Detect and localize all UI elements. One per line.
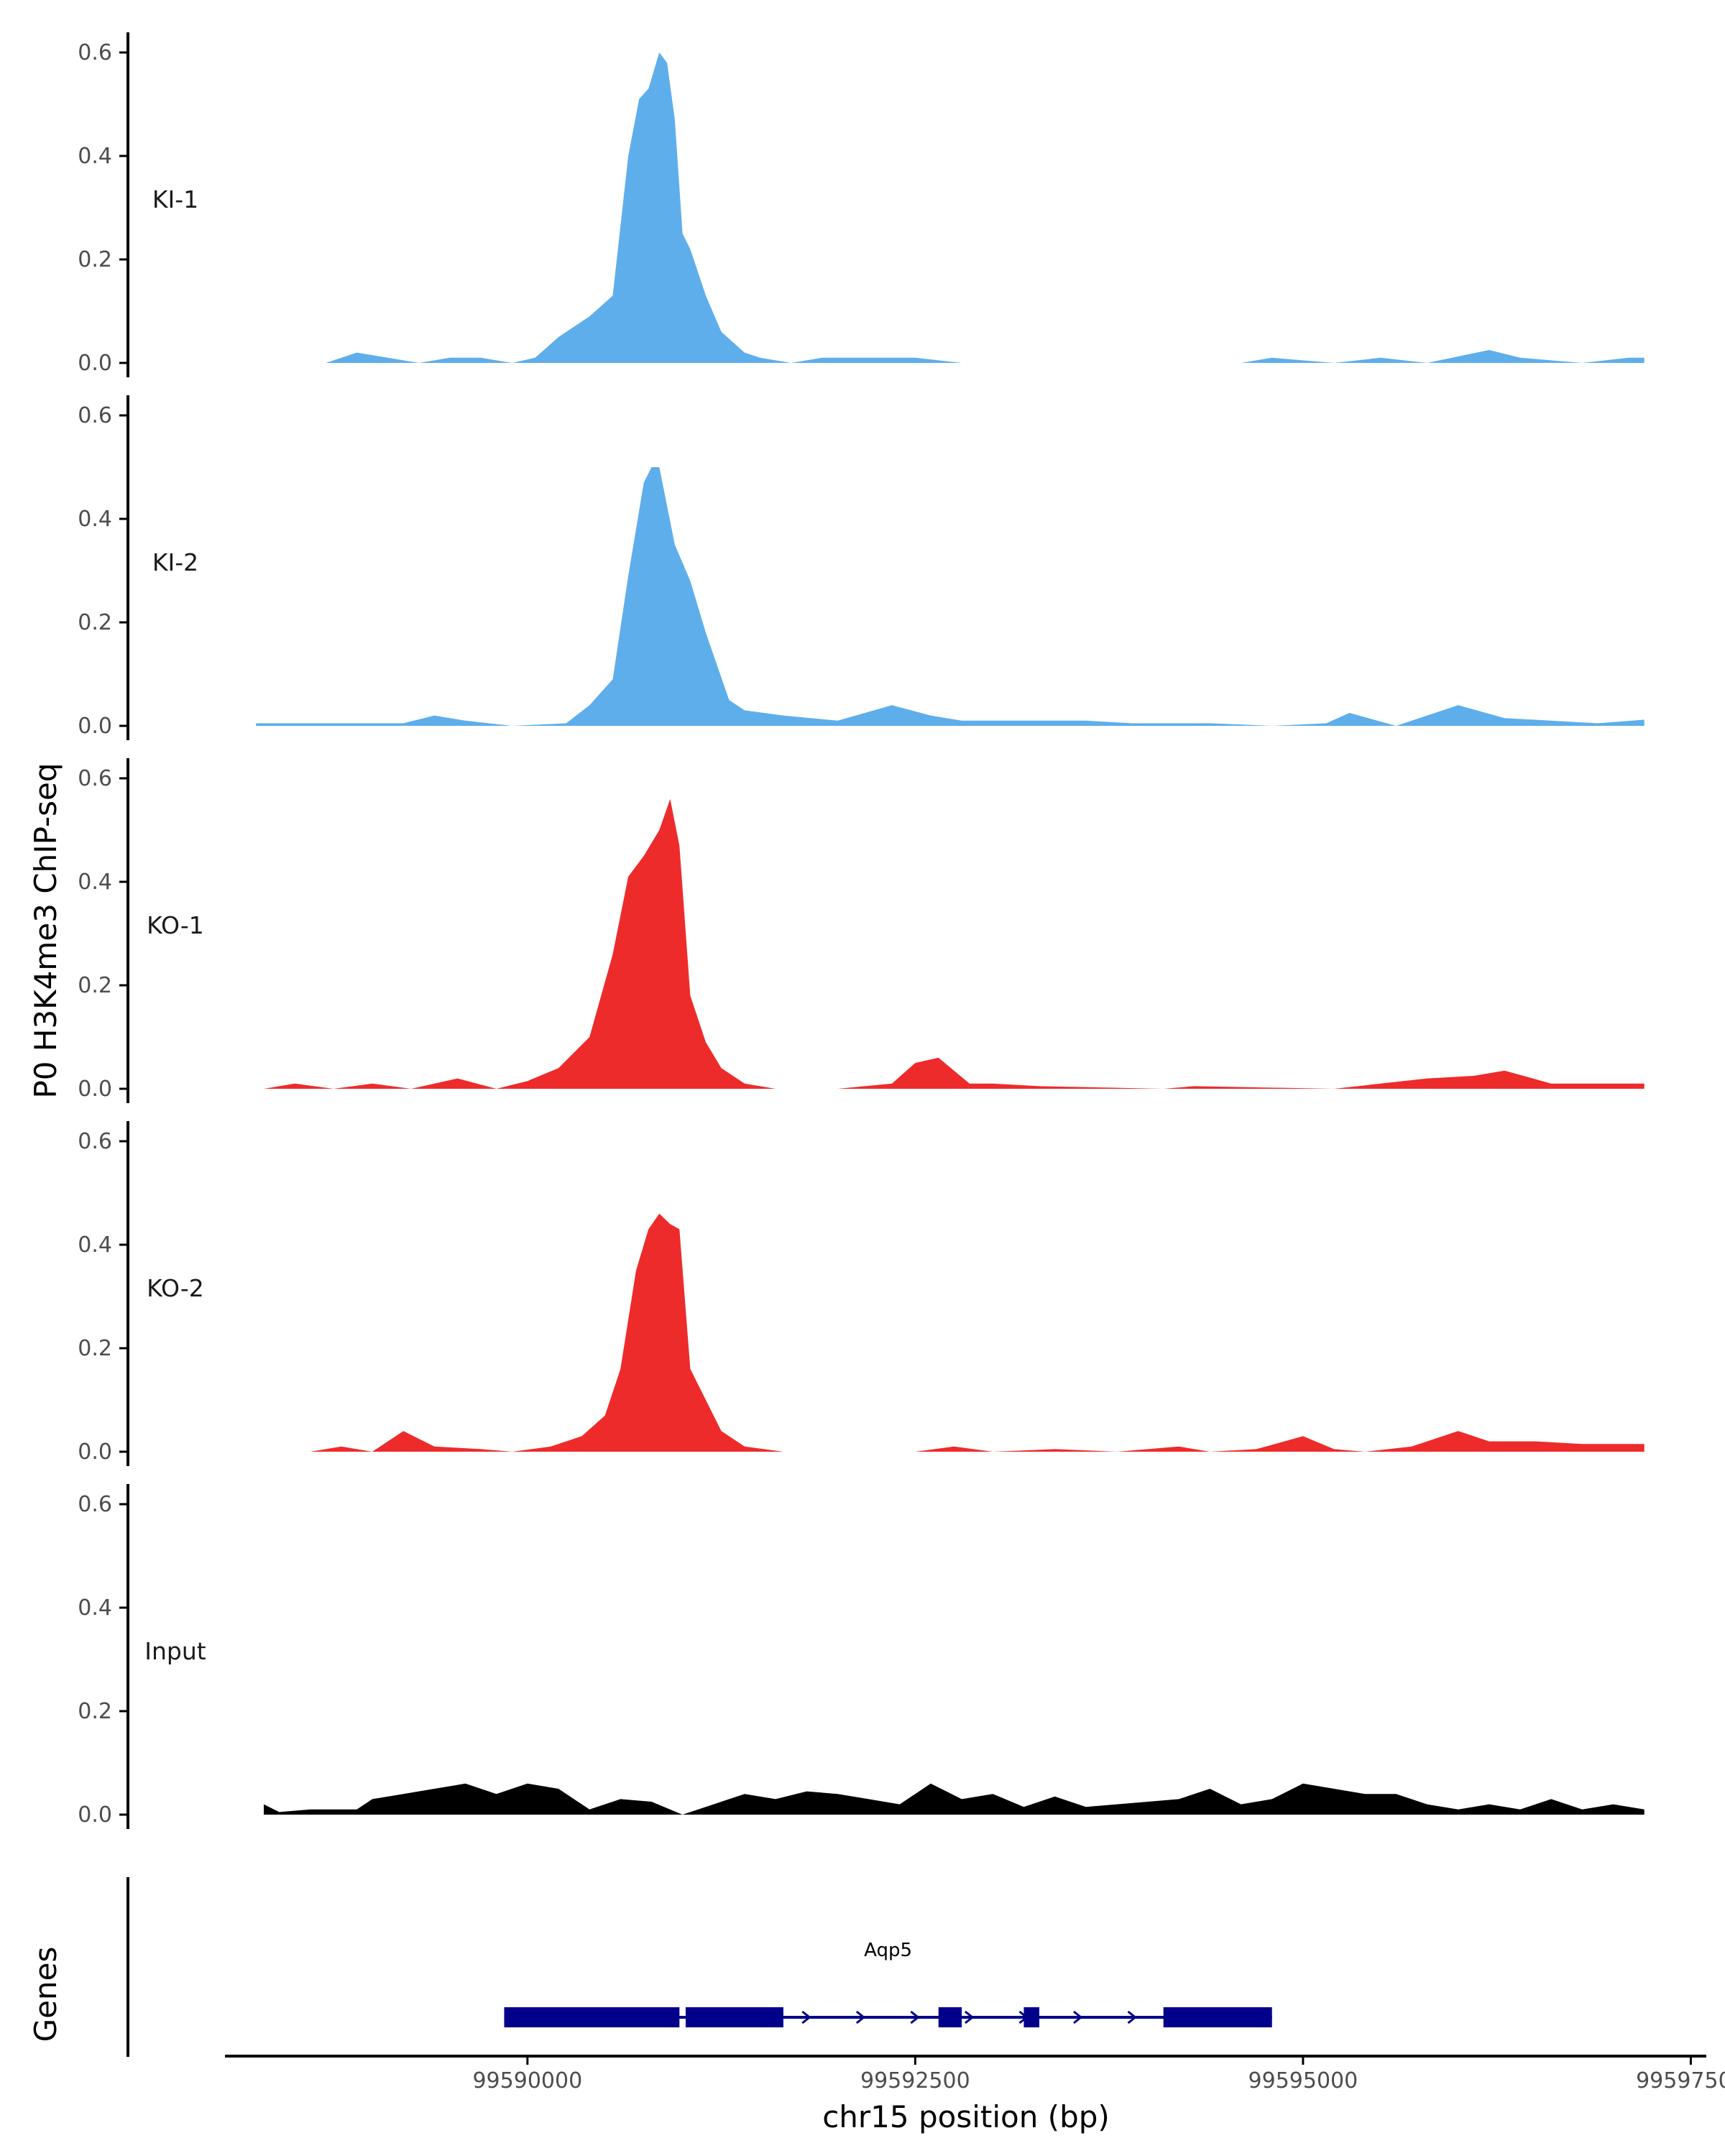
y-tick-label: 0.6 [78, 1129, 112, 1154]
y-tick-label: 0.4 [78, 1595, 112, 1621]
y-tick-label: 0.4 [78, 507, 112, 532]
strand-arrow [964, 2010, 975, 2024]
y-tick-label: 0.6 [78, 403, 112, 428]
gene-exon [1163, 2007, 1272, 2027]
y-tick-label: 0.0 [78, 351, 112, 376]
signal-area [326, 52, 1644, 363]
gene-exon [1024, 2007, 1040, 2027]
y-tick-label: 0.4 [78, 144, 112, 169]
signal-area [264, 1783, 1644, 1815]
track-ko-2: 0.0 0.2 0.4 0.6 KO-2 [78, 1121, 1644, 1466]
signal-area [264, 798, 1644, 1089]
x-tick-label: 99592500 [860, 2068, 970, 2093]
signal-area [310, 1213, 1644, 1452]
track-label: KO-1 [147, 911, 204, 939]
x-axis: 99590000 99592500 99595000 99597500 [225, 2055, 1725, 2093]
strand-arrow [801, 2010, 811, 2024]
x-tick-label: 99590000 [472, 2068, 582, 2093]
track-ki-1: 0.0 0.2 0.4 0.6 KI-1 [78, 32, 1644, 377]
y-tick-label: 0.2 [78, 1699, 112, 1724]
y-tick-label: 0.0 [78, 714, 112, 739]
strand-arrow [1073, 2010, 1083, 2024]
y-tick-label: 0.6 [78, 766, 112, 791]
gene-exon [504, 2007, 680, 2027]
gene-exon [938, 2007, 962, 2027]
track-label: Input [144, 1637, 206, 1665]
y-tick-label: 0.2 [78, 973, 112, 998]
track-ko-1: 0.0 0.2 0.4 0.6 KO-1 [78, 758, 1644, 1103]
strand-arrow [910, 2010, 920, 2024]
y-tick-label: 0.0 [78, 1077, 112, 1102]
strand-arrow [855, 2010, 866, 2024]
gene-track-title: Genes [28, 1947, 63, 2042]
y-tick-label: 0.2 [78, 247, 112, 272]
strand-arrow [1127, 2010, 1137, 2024]
track-ki-2: 0.0 0.2 0.4 0.6 KI-2 [78, 395, 1644, 740]
y-axis-title: P0 H3K4me3 ChIP-seq [28, 763, 63, 1098]
signal-area [256, 467, 1644, 726]
y-tick-label: 0.4 [78, 1233, 112, 1258]
track-label: KI-2 [152, 548, 198, 576]
x-axis-title: chr15 position (bp) [822, 2099, 1110, 2134]
gene-name-label: Aqp5 [864, 1940, 912, 1961]
gene-track: Aqp5 99590000 99592500 99595000 99597500 [126, 1877, 1725, 2093]
y-tick-label: 0.6 [78, 1492, 112, 1517]
track-label: KI-1 [152, 185, 198, 213]
track-input: 0.0 0.2 0.4 0.6 Input [78, 1484, 1644, 1829]
x-tick-label: 99595000 [1248, 2068, 1358, 2093]
gene-exon [685, 2007, 783, 2027]
tracks: 0.00.20.40.6KI-10.00.20.40.6KI-20.00.20.… [78, 32, 1644, 1829]
y-tick-label: 0.0 [78, 1802, 112, 1828]
y-tick-label: 0.6 [78, 40, 112, 65]
x-tick-label: 99597500 [1636, 2068, 1725, 2093]
y-tick-label: 0.2 [78, 1336, 112, 1361]
track-label: KO-2 [147, 1274, 204, 1302]
y-tick-label: 0.4 [78, 870, 112, 895]
y-tick-label: 0.2 [78, 610, 112, 635]
y-tick-label: 0.0 [78, 1439, 112, 1465]
